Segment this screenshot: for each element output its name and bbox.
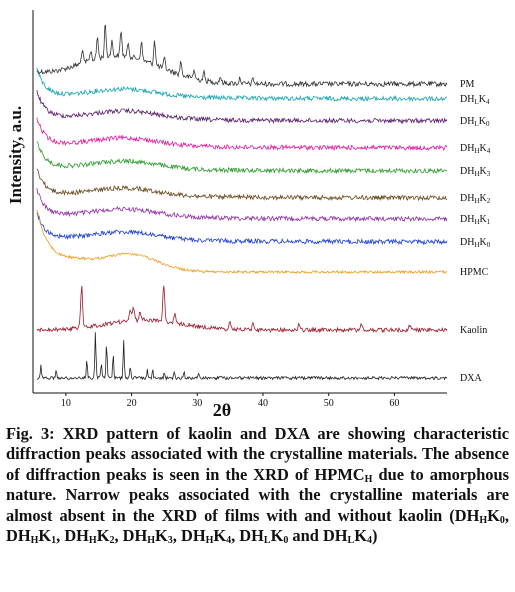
- x-tick-label: 10: [61, 398, 71, 409]
- series-line-dhlk0: [36, 89, 448, 125]
- series-line-dhhk4: [36, 117, 448, 152]
- axes: 10 20 30 40 50 60: [32, 10, 447, 409]
- series-label-dhhk2: DHHK2: [460, 193, 491, 205]
- xrd-chart: 10 20 30 40 50 60 PM DHLK4 DHLK0 DHHK4 DHHK3 DHHK2…: [6, 10, 491, 420]
- series-line-pm: [36, 24, 448, 88]
- series-lines: [36, 24, 448, 381]
- series-line-kaolin: [36, 285, 448, 334]
- x-axis-title: 2θ: [213, 400, 231, 420]
- figure-caption: Fig. 3: XRD pattern of kaolin and DXA ar…: [6, 424, 509, 547]
- x-tick-label: 40: [258, 398, 268, 409]
- series-label-dhhk0: DHHK0: [460, 237, 491, 249]
- series-label-dxa: DXA: [460, 373, 482, 384]
- series-label-dhhk4: DHHK4: [460, 143, 491, 155]
- series-line-dhhk3: [36, 141, 448, 175]
- series-line-hpmc: [36, 209, 448, 275]
- series-label-dhhk3: DHHK3: [460, 166, 491, 178]
- x-tick-label: 30: [192, 398, 202, 409]
- series-label-dhlk4: DHLK4: [460, 94, 490, 106]
- series-label-pm: PM: [460, 79, 475, 90]
- series-line-dhhk2: [36, 168, 448, 202]
- series-label-dhlk0: DHLK0: [460, 116, 490, 128]
- x-tick-label: 50: [324, 398, 334, 409]
- y-axis-title: Intensity, a.u.: [6, 106, 25, 204]
- series-line-dxa: [36, 332, 448, 381]
- series-labels: PM DHLK4 DHLK0 DHHK4 DHHK3 DHHK2 DHHK1 DHHK0 HPM…: [460, 79, 491, 384]
- series-line-dhlk4: [36, 67, 448, 103]
- x-tick-label: 20: [127, 398, 137, 409]
- x-tick-label: 60: [389, 398, 399, 409]
- series-line-dhhk0: [36, 212, 448, 246]
- series-label-dhhk1: DHHK1: [460, 214, 491, 226]
- series-line-dhhk1: [36, 188, 448, 223]
- series-label-kaolin: Kaolin: [460, 325, 487, 336]
- series-label-hpmc: HPMC: [460, 267, 489, 278]
